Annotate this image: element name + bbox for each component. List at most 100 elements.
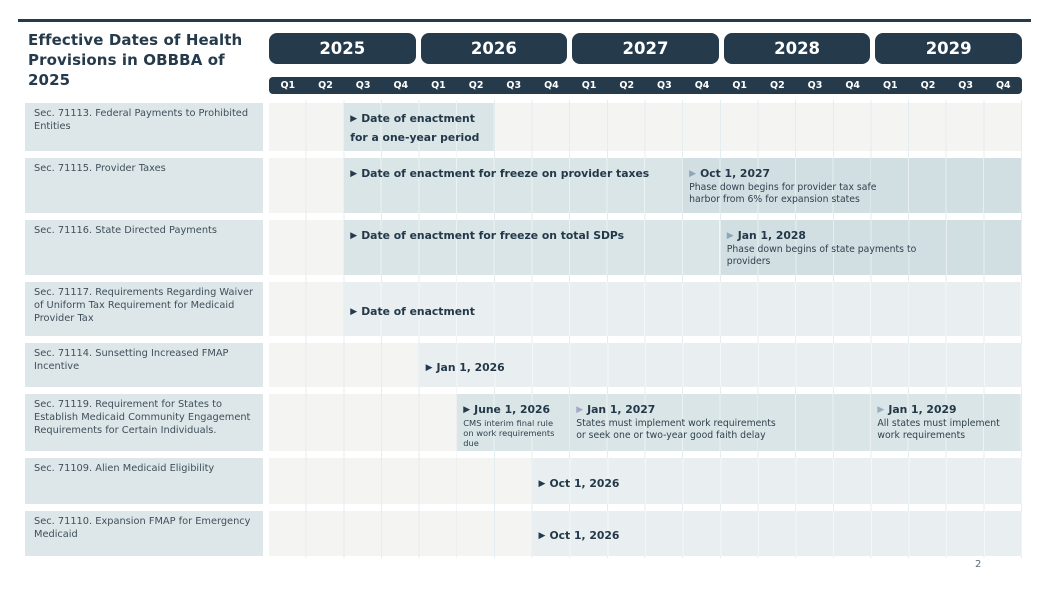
milestone-title: Oct 1, 2026 [549, 529, 620, 542]
milestone-band: ▶ Jan 1, 2029 All states must implement wo… [871, 394, 1022, 451]
row-label: Sec. 71109. Alien Medicaid Eligibility [25, 458, 263, 504]
milestone-arrow-icon: ▶ [425, 362, 433, 373]
year-pill: 2028 [723, 33, 871, 64]
page-number: 2 [975, 559, 982, 570]
milestone-arrow-icon: ▶ [350, 231, 358, 241]
year-pill: 2025 [269, 33, 416, 64]
row-label: Sec. 71116. State Directed Payments [25, 220, 263, 275]
milestone-desc: Phase down begins of state payments to p… [726, 244, 917, 267]
milestone-title-line: ▶ June 1, 2026 [463, 398, 564, 417]
milestone-title: Jan 1, 2029 [888, 403, 957, 416]
row-track: ▶ Jan 1, 2026 [269, 343, 1022, 387]
quarter-label: Q3 [958, 80, 973, 91]
milestone-title: Jan 1, 2028 [737, 229, 806, 242]
quarter-label: Q2 [318, 80, 333, 91]
milestone-arrow-icon: ▶ [877, 405, 885, 415]
row-label: Sec. 71115. Provider Taxes [25, 158, 263, 213]
row-track: ▶ Date of enactment for freeze on provide… [269, 158, 1022, 213]
milestone-title: Oct 1, 2026 [549, 476, 620, 490]
milestone-band: ▶ Oct 1, 2027 Phase down begins for provid… [683, 158, 1022, 213]
milestone-title: Oct 1, 2027 [700, 167, 770, 180]
milestone-band: ▶ Jan 1, 2027 States must implement work r… [570, 394, 870, 451]
milestone-title: Date of enactment [361, 304, 475, 318]
quarter-label: Q2 [619, 80, 635, 91]
row-track: ▶ Date of enactment [269, 282, 1022, 336]
quarter-label: Q3 [807, 80, 823, 91]
milestone-band: ▶ Jan 1, 2026 [419, 343, 1022, 387]
milestone-arrow-icon: ▶ [350, 306, 358, 317]
milestone-title-line: ▶ Date of enactment for freeze on total S… [350, 224, 715, 243]
milestone-band: ▶ Oct 1, 2026 [532, 511, 1022, 556]
timeline-row: Sec. 71115. Provider Taxes ▶ Date of enact… [25, 158, 1022, 213]
milestone-arrow-icon: ▶ [463, 405, 471, 415]
milestone-title-line: ▶ Jan 1, 2029 [877, 398, 1018, 417]
quarter-label: Q1 [581, 80, 597, 91]
milestone-title-line: ▶ Date of enactment for a one-year period [350, 107, 491, 145]
row-track: ▶ June 1, 2026 CMS interim final rule on w… [269, 394, 1022, 451]
page-title: Effective Dates of Health Provisions in … [28, 31, 243, 89]
milestone-title-line: ▶ Date of enactment [350, 300, 475, 319]
milestone-arrow-icon: ▶ [538, 531, 546, 541]
milestone-title-line: ▶ Jan 1, 2027 [576, 398, 866, 417]
milestone-band: ▶ Date of enactment [344, 282, 1022, 336]
quarter-label: Q4 [544, 80, 559, 91]
milestone-title-line: ▶ Oct 1, 2026 [539, 472, 620, 491]
milestone-title: Date of enactment for a one-year period [350, 112, 480, 144]
milestone-desc: CMS interim final rule on work requireme… [463, 418, 555, 449]
year-pill: 2029 [875, 33, 1022, 64]
quarter-label: Q1 [431, 80, 446, 91]
milestone-arrow-icon: ▶ [576, 405, 584, 415]
quarter-header-row: Q1 Q2 Q3 Q4 Q1 Q2 Q3 Q4 Q1 Q2 Q3 Q4 Q1 Q2 Q3 Q4 Q1 Q2 Q3 Q4 [269, 77, 1022, 94]
timeline-row: Sec. 71109. Alien Medicaid Eligibility ▶ O… [25, 458, 1022, 504]
quarter-label: Q3 [355, 80, 371, 91]
milestone-title: Jan 1, 2026 [436, 360, 505, 374]
row-track: ▶ Date of enactment for a one-year period [269, 103, 1022, 151]
milestone-arrow-icon: ▶ [726, 231, 734, 241]
timeline-row: Sec. 71116. State Directed Payments ▶ Date… [25, 220, 1022, 275]
milestone-arrow-icon: ▶ [689, 169, 697, 179]
milestone-title: Date of enactment for freeze on total SD… [361, 229, 625, 242]
year-header-row: 2025 2026 2027 2028 2029 [269, 33, 1022, 64]
milestone-title: Date of enactment for freeze on provider… [361, 167, 650, 180]
milestone-desc: States must implement work requirements … [576, 418, 776, 441]
top-rule [18, 19, 1031, 22]
row-track: ▶ Oct 1, 2026 [269, 458, 1022, 504]
milestone-arrow-icon: ▶ [350, 169, 358, 179]
quarter-label: Q4 [393, 80, 409, 91]
timeline-row: Sec. 71119. Requirement for States to Es… [25, 394, 1022, 451]
row-label: Sec. 71110. Expansion FMAP for Emergency… [25, 511, 263, 556]
timeline-row: Sec. 71113. Federal Payments to Prohibit… [25, 103, 1022, 151]
quarter-label: Q4 [845, 80, 861, 91]
quarter-label: Q1 [732, 80, 748, 91]
timeline-row: Sec. 71110. Expansion FMAP for Emergency… [25, 511, 1022, 556]
quarter-label: Q3 [506, 80, 522, 91]
quarter-label: Q1 [280, 80, 296, 91]
quarter-label: Q3 [657, 80, 672, 91]
milestone-desc: All states must implement work requireme… [877, 418, 1000, 441]
milestone-band: ▶ Date of enactment for a one-year period [344, 103, 495, 151]
quarter-label: Q2 [920, 80, 936, 91]
timeline-row: Sec. 71117. Requirements Regarding Waive… [25, 282, 1022, 336]
row-label: Sec. 71113. Federal Payments to Prohibit… [25, 103, 263, 151]
quarter-label: Q2 [468, 80, 484, 91]
quarter-label: Q2 [770, 80, 785, 91]
milestone-band: ▶ Jan 1, 2028 Phase down begins of state p… [720, 220, 1022, 275]
timeline-rows: Sec. 71113. Federal Payments to Prohibit… [25, 103, 1022, 563]
milestone-band: ▶ Oct 1, 2026 [532, 458, 1022, 504]
milestone-band: ▶ Date of enactment for freeze on total S… [344, 220, 720, 275]
milestone-band: ▶ June 1, 2026 CMS interim final rule on w… [457, 394, 569, 451]
row-track: ▶ Oct 1, 2026 [269, 511, 1022, 556]
row-label: Sec. 71119. Requirement for States to Es… [25, 394, 263, 451]
milestone-title-line: ▶ Jan 1, 2026 [426, 356, 505, 375]
milestone-title: Jan 1, 2027 [587, 403, 656, 416]
milestone-arrow-icon: ▶ [538, 478, 546, 489]
milestone-desc: Phase down begins for provider tax safe … [689, 182, 877, 205]
milestone-arrow-icon: ▶ [350, 114, 358, 124]
milestone-title: June 1, 2026 [474, 403, 551, 416]
milestone-title-line: ▶ Oct 1, 2027 [689, 162, 1018, 181]
row-label: Sec. 71117. Requirements Regarding Waive… [25, 282, 263, 336]
timeline-row: Sec. 71114. Sunsetting Increased FMAP In… [25, 343, 1022, 387]
year-pill: 2027 [572, 33, 719, 64]
milestone-band: ▶ Date of enactment for freeze on provide… [344, 158, 682, 213]
